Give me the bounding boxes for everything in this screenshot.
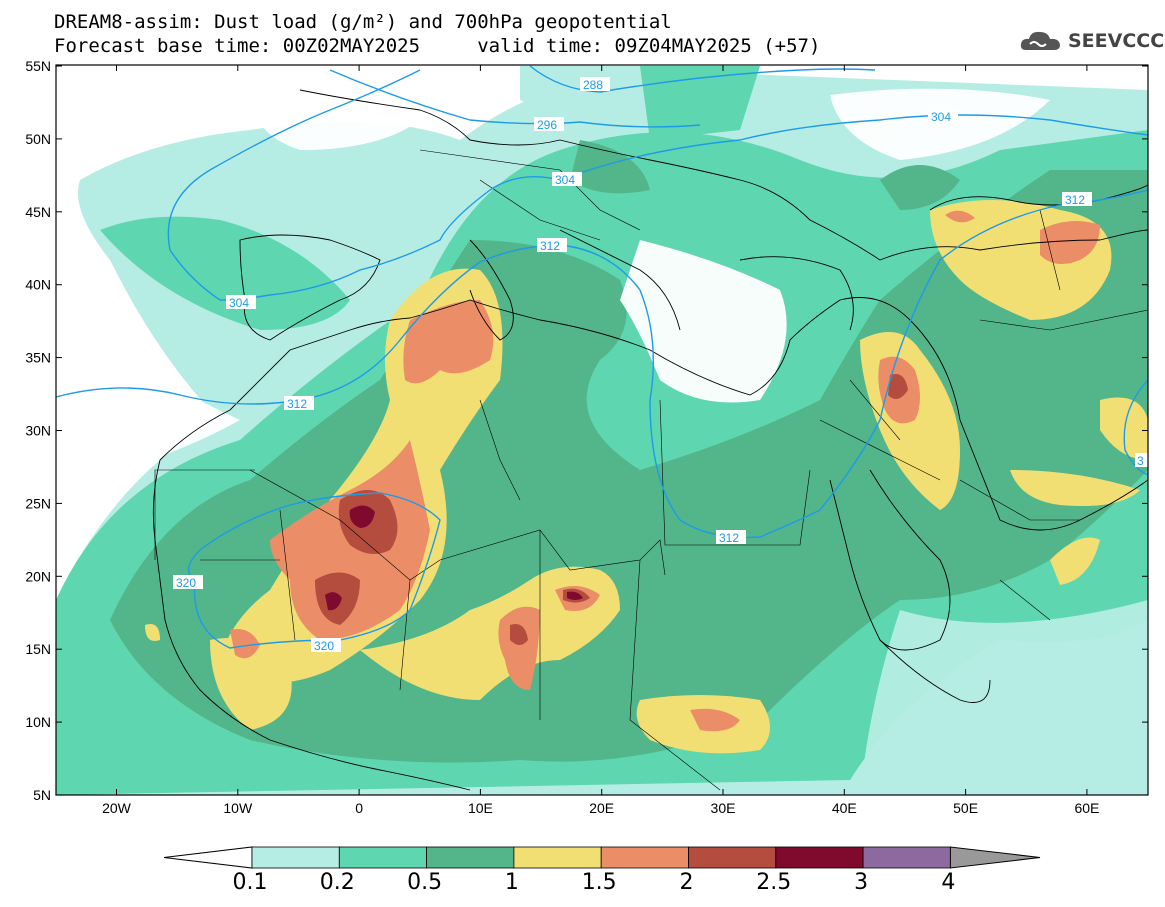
latitude-label: 15N: [25, 641, 51, 657]
contour-label: 312: [287, 397, 307, 411]
contour-label: 320: [314, 639, 334, 653]
map-title: DREAM8-assim: Dust load (g/m²) and 700hP…: [54, 11, 672, 33]
contour-label: 3: [1137, 454, 1144, 468]
map-subtitle: Forecast base time: 00Z02MAY2025 valid t…: [54, 35, 821, 57]
longitude-label: 30E: [711, 800, 736, 816]
colorbar-segment: [600, 846, 689, 869]
colorbar: [163, 846, 1041, 869]
longitude-label: 10E: [468, 800, 493, 816]
contour-label: 320: [176, 576, 196, 590]
contour-label: 312: [719, 531, 739, 545]
colorbar-over-triangle: [949, 846, 1041, 869]
colorbar-segment: [513, 846, 602, 869]
seevccc-logo: SEEVCCC: [1018, 26, 1164, 58]
longitude-label: 20E: [589, 800, 614, 816]
colorbar-segment: [251, 846, 340, 869]
longitude-label: 0: [355, 800, 363, 816]
dust-field: [56, 65, 1148, 795]
longitude-label: 50E: [953, 800, 978, 816]
colorbar-label: 2.5: [756, 870, 792, 895]
latitude-label: 40N: [25, 277, 51, 293]
contour-label: 304: [229, 296, 249, 310]
colorbar-segment: [862, 846, 951, 869]
colorbar-label: 0.2: [319, 870, 355, 895]
colorbar-segment: [688, 846, 777, 869]
contour-label: 304: [931, 110, 951, 124]
latitude-label: 50N: [25, 131, 51, 147]
colorbar-label: 1.5: [581, 870, 617, 895]
colorbar-label: 1: [504, 870, 519, 895]
axis-ticks: [56, 65, 1148, 796]
longitude-label: 10W: [223, 800, 253, 816]
colorbar-label: 2: [679, 870, 694, 895]
longitude-label: 20W: [102, 800, 132, 816]
latitude-label: 55N: [25, 58, 51, 74]
latitude-label: 30N: [25, 423, 51, 439]
colorbar-label: 4: [941, 870, 956, 895]
country-borders: [154, 149, 1148, 791]
latitude-label: 35N: [25, 350, 51, 366]
contour-labels: 288 296 304 304 304 312 312 312 312 320 …: [173, 77, 1148, 653]
latitude-label: 10N: [25, 714, 51, 730]
contour-label: 296: [537, 118, 557, 132]
latitude-label: 20N: [25, 568, 51, 584]
contour-label: 304: [555, 173, 575, 187]
longitude-label: 40E: [832, 800, 857, 816]
latitude-label: 25N: [25, 495, 51, 511]
longitude-label: 60E: [1074, 800, 1099, 816]
colorbar-segment: [775, 846, 864, 869]
contour-label: 312: [540, 239, 560, 253]
colorbar-segment: [426, 846, 515, 869]
latitude-labels: 55N 50N 45N 40N 35N 30N 25N 20N 15N 10N 5N: [25, 58, 51, 803]
geopotential-contours: [56, 65, 1148, 649]
contour-label: 288: [583, 78, 603, 92]
contour-label: 312: [1065, 193, 1085, 207]
colorbar-label: 0.1: [232, 870, 268, 895]
colorbar-label: 3: [854, 870, 869, 895]
colorbar-label: 0.5: [407, 870, 443, 895]
longitude-labels: 20W 10W 0 10E 20E 30E 40E 50E 60E: [102, 800, 1099, 816]
cloud-logo-icon: [1020, 31, 1060, 50]
colorbar-under-triangle: [163, 846, 253, 869]
colorbar-segment: [338, 846, 427, 869]
logo-text: SEEVCCC: [1068, 30, 1165, 52]
coastlines: [152, 89, 1148, 791]
latitude-label: 45N: [25, 204, 51, 220]
latitude-label: 5N: [33, 787, 51, 803]
